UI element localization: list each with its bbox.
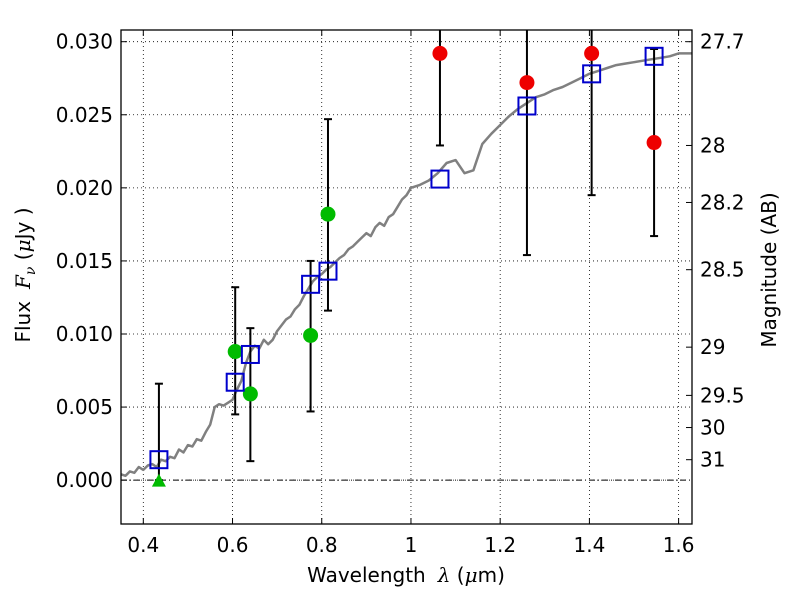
plot-background [121,30,692,524]
low-sn-point [432,45,448,61]
model-photometry-point [582,64,602,84]
y-tick-label: 0.020 [56,176,113,200]
low-sn-point [584,45,600,61]
y-tick-label: 0.030 [56,30,113,54]
model-photometry-point [430,169,450,189]
magnitude-tick-label: 31 [700,448,725,472]
model-photometry-point [149,450,169,470]
detection-point [320,206,336,222]
magnitude-tick-label: 28.2 [700,190,745,214]
x-axis: 0.4 0.6 0.8 1 1.2 1.4 1.6 [127,30,695,557]
x-tick-label: 0.4 [127,533,159,557]
x-tick-label: 1.2 [484,533,516,557]
x-tick-label: 0.8 [306,533,338,557]
magnitude-tick-label: 29 [700,335,725,359]
upper-limit-point [151,473,166,487]
magnitude-tick-label: 27.7 [700,30,745,54]
low-sn-point [519,75,535,91]
plot-frame [120,29,693,525]
model-photometry-point [644,46,664,66]
y-tick-label: 0.010 [56,322,113,346]
detection-point [227,344,243,360]
magnitude-axis-title: Magnitude (AB) [757,192,781,347]
x-tick-label: 0.6 [217,533,249,557]
low-sn-point [646,135,662,151]
y-tick-label: 0.000 [56,468,113,492]
model-photometry-point [318,261,338,281]
x-tick-label: 1.6 [663,533,695,557]
marker-layer [149,45,664,487]
magnitude-tick-label: 28.5 [700,258,745,282]
y-tick-label: 0.015 [56,249,113,273]
detection-point [242,386,258,402]
x-tick-label: 1.4 [573,533,605,557]
y-tick-label: 0.025 [56,103,113,127]
magnitude-tick-label: 30 [700,416,725,440]
magnitude-axis: 27.7 28 28.2 28.5 29 29.5 30 31 [686,30,745,472]
magnitude-tick-label: 29.5 [700,383,745,407]
model-photometry-point [240,344,260,364]
y-axis-title: FluxFν (μJy ) [11,207,39,342]
model-photometry-point [301,274,321,294]
x-tick-label: 1 [405,533,418,557]
magnitude-tick-label: 28 [700,133,725,157]
model-photometry-point [225,372,245,392]
y-tick-label: 0.005 [56,395,113,419]
model-photometry-point [517,96,537,116]
detection-point [303,327,319,343]
x-axis-title: Wavelength λ (μm) [307,563,505,587]
y-axis: 0.000 0.005 0.010 0.015 0.020 0.025 0.030 [56,30,127,492]
